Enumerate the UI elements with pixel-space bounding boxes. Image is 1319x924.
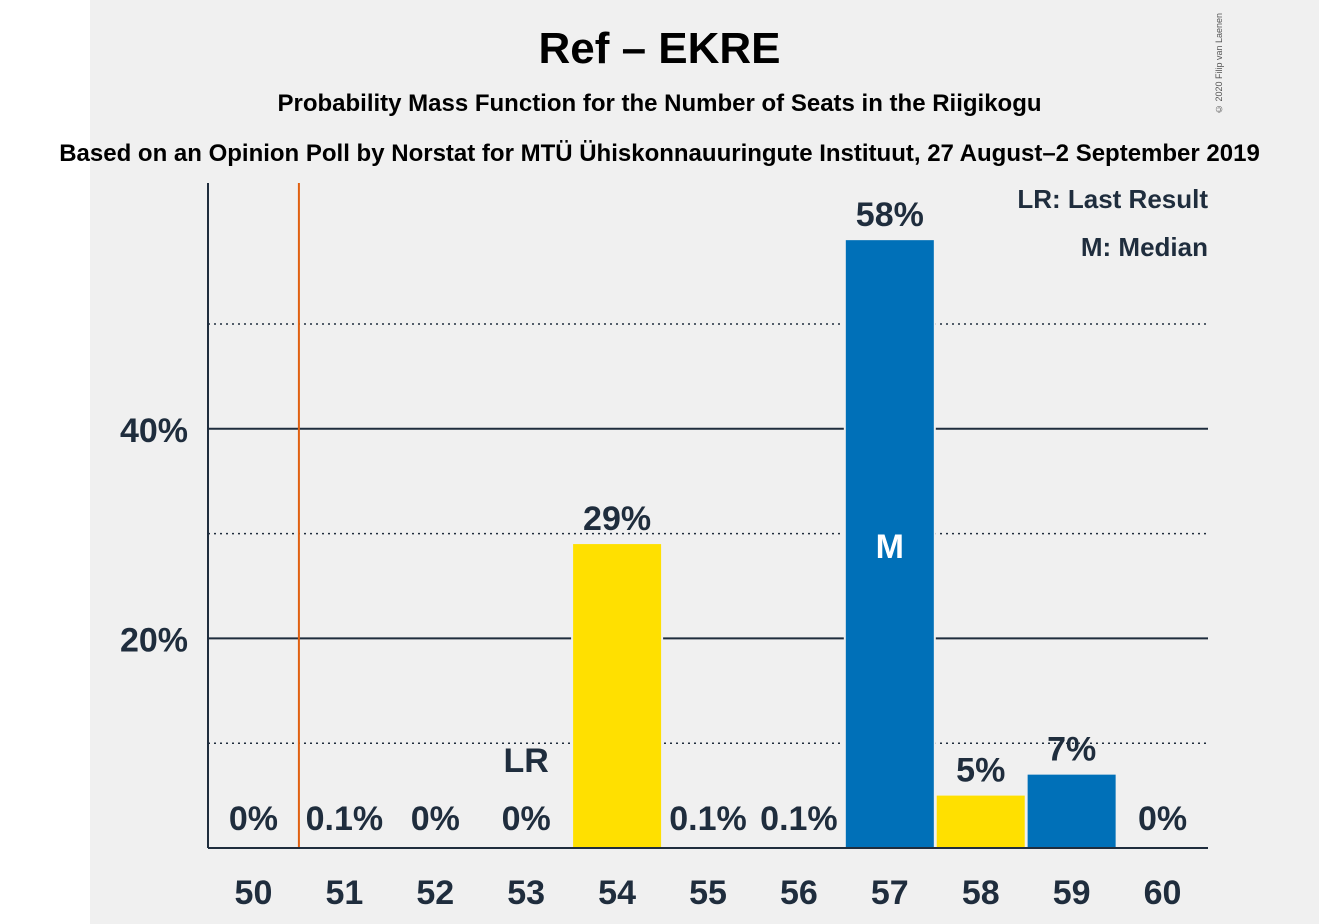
chart-source: Based on an Opinion Poll by Norstat for … [59,140,1260,167]
bar [936,795,1025,848]
bar-value-label: 0% [1138,800,1187,838]
x-tick-label: 57 [871,874,909,912]
plot-background [90,0,1319,924]
x-tick-label: 56 [780,874,818,912]
legend-median: M: Median [1080,232,1208,262]
x-tick-label: 55 [689,874,727,912]
legend-last-result: LR: Last Result [1017,184,1208,214]
bar-value-label: 0% [229,800,278,838]
chart-subtitle: Probability Mass Function for the Number… [277,90,1042,117]
chart-title: Ref – EKRE [538,24,781,73]
median-marker: M [876,528,904,566]
x-tick-label: 52 [416,874,454,912]
bar-value-label: 0% [411,800,460,838]
x-tick-label: 59 [1053,874,1091,912]
bar [845,240,934,848]
bar-value-label: 0.1% [669,800,747,838]
x-tick-label: 50 [235,874,273,912]
bar-value-label: 0.1% [760,800,838,838]
x-tick-label: 58 [962,874,1000,912]
x-tick-label: 53 [507,874,545,912]
bar-value-label: 0% [502,800,551,838]
y-tick-label: 40% [120,412,188,450]
x-tick-label: 60 [1144,874,1182,912]
x-tick-label: 51 [325,874,363,912]
y-tick-label: 20% [120,621,188,659]
bar [1027,774,1116,848]
bar-value-label: 5% [956,752,1005,790]
bar-value-label: 0.1% [306,800,384,838]
bar-value-label: 58% [856,196,924,234]
bar-value-label: 7% [1047,731,1096,769]
x-tick-label: 54 [598,874,636,912]
bar [573,544,662,848]
last-result-marker: LR [504,742,549,780]
bar-value-label: 29% [583,500,651,538]
